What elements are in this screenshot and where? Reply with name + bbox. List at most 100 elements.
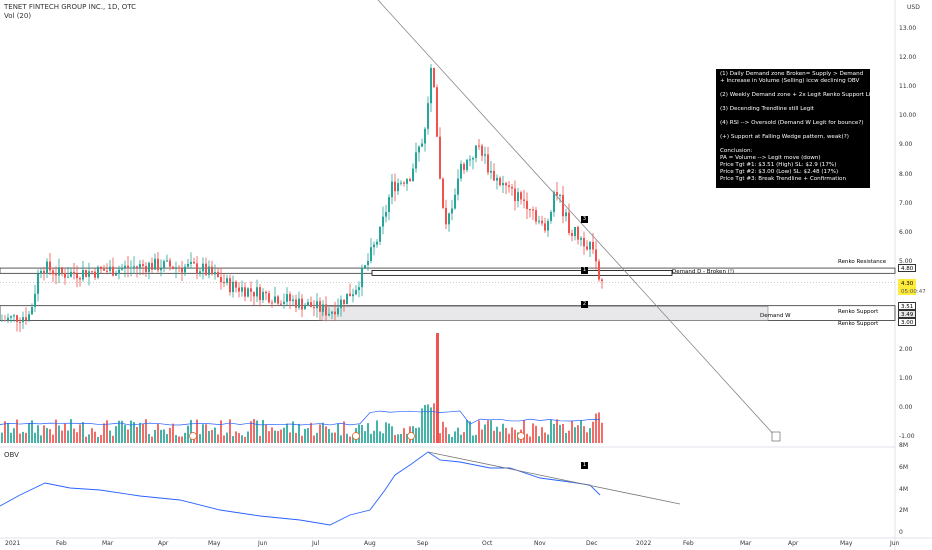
candle-body [295, 299, 297, 308]
currency-label: USD [907, 4, 920, 11]
candle-body [481, 145, 483, 156]
candle-body [373, 244, 375, 248]
candle-body [52, 270, 54, 275]
candle-body [307, 302, 309, 307]
volume-bar [523, 420, 525, 443]
volume-bar [61, 430, 63, 443]
volume-bar [34, 432, 36, 443]
volume-bar [301, 435, 303, 443]
volume-bar [49, 429, 51, 443]
volume-bar [376, 420, 378, 443]
volume-bar [163, 429, 165, 443]
volume-bar [550, 419, 552, 443]
volume-bar [346, 433, 348, 443]
volume-bar [319, 424, 321, 443]
annotation-line [720, 141, 866, 148]
candle-body [571, 233, 573, 237]
volume-bar [25, 432, 27, 443]
candle-body [280, 303, 282, 305]
volume-bar [247, 431, 249, 443]
candle-body [505, 183, 507, 186]
volume-bar [97, 436, 99, 443]
volume-bar [73, 428, 75, 443]
candle-body [103, 269, 105, 271]
candle-body [292, 299, 294, 302]
candle-body [553, 191, 555, 213]
candle-body [190, 261, 192, 264]
candle-body [457, 178, 459, 195]
volume-bar [325, 426, 327, 443]
volume-bar [337, 423, 339, 443]
volume-bar [115, 426, 117, 443]
time-tick-label: 2021 [5, 540, 21, 547]
candle-body [517, 192, 519, 202]
candle-body [346, 293, 348, 305]
candle-body [247, 288, 249, 297]
candle-body [85, 269, 87, 277]
candle-body [343, 299, 345, 305]
volume-bar [505, 427, 507, 443]
volume-bar [592, 421, 594, 443]
volume-bar [535, 425, 537, 443]
volume-bar [148, 433, 150, 443]
volume-bar [76, 432, 78, 443]
volume-bar [79, 424, 81, 443]
candle-body [535, 210, 537, 222]
annotation-line: (4) RSI --> Oversold (Demand W Legit for… [720, 120, 864, 126]
descending-trendline [377, 0, 777, 438]
candle-body [172, 266, 174, 269]
price-tick-label: 10.00 [899, 112, 917, 119]
volume-bar [235, 431, 237, 443]
time-tick-label: Dec [586, 540, 598, 547]
obv-tick-label: 2M [899, 507, 908, 514]
volume-bar [370, 433, 372, 443]
demand-w-label: Demand W [760, 313, 791, 319]
candle-body [499, 177, 501, 186]
candle-body [424, 128, 426, 144]
volume-bar [442, 421, 444, 443]
volume-bar [121, 420, 123, 443]
volume-bar [292, 421, 294, 443]
volume-bar [4, 421, 6, 443]
candle-body [436, 87, 438, 137]
candle-body [205, 263, 207, 275]
candle-body [328, 313, 330, 316]
volume-bar [82, 422, 84, 443]
volume-bar [22, 431, 24, 443]
candle-body [430, 67, 432, 104]
candle-body [70, 271, 72, 277]
volume-bar [448, 434, 450, 443]
candle-body [322, 304, 324, 312]
candle-body [64, 272, 66, 278]
candle-body [145, 265, 147, 273]
volume-bar [169, 427, 171, 443]
volume-bar [415, 427, 417, 443]
volume-bar [589, 428, 591, 443]
volume-bar [229, 419, 231, 443]
volume-bar [313, 435, 315, 443]
volume-bar [268, 431, 270, 443]
candle-body [487, 154, 489, 173]
candle-body [547, 220, 549, 231]
candle-body [298, 298, 300, 308]
time-tick-label: Nov [534, 540, 546, 547]
volume-bar [304, 428, 306, 443]
annotation-line: PA = Volume --> Legit move (down) [720, 155, 821, 161]
volume-bar [481, 429, 483, 443]
volume-bar [259, 435, 261, 443]
candle-body [586, 246, 588, 250]
volume-bar [403, 428, 405, 443]
volume-bar [16, 419, 18, 443]
volume-bar [349, 436, 351, 443]
candle-body [418, 146, 420, 153]
candle-body [283, 301, 285, 304]
last-price-badge: 4.30 [898, 279, 916, 287]
volume-bar [139, 422, 141, 443]
volume-bar [547, 434, 549, 443]
volume-bar [94, 431, 96, 443]
candle-body [73, 271, 75, 274]
volume-bar [37, 425, 39, 443]
candle-body [493, 170, 495, 181]
volume-bar [58, 425, 60, 443]
